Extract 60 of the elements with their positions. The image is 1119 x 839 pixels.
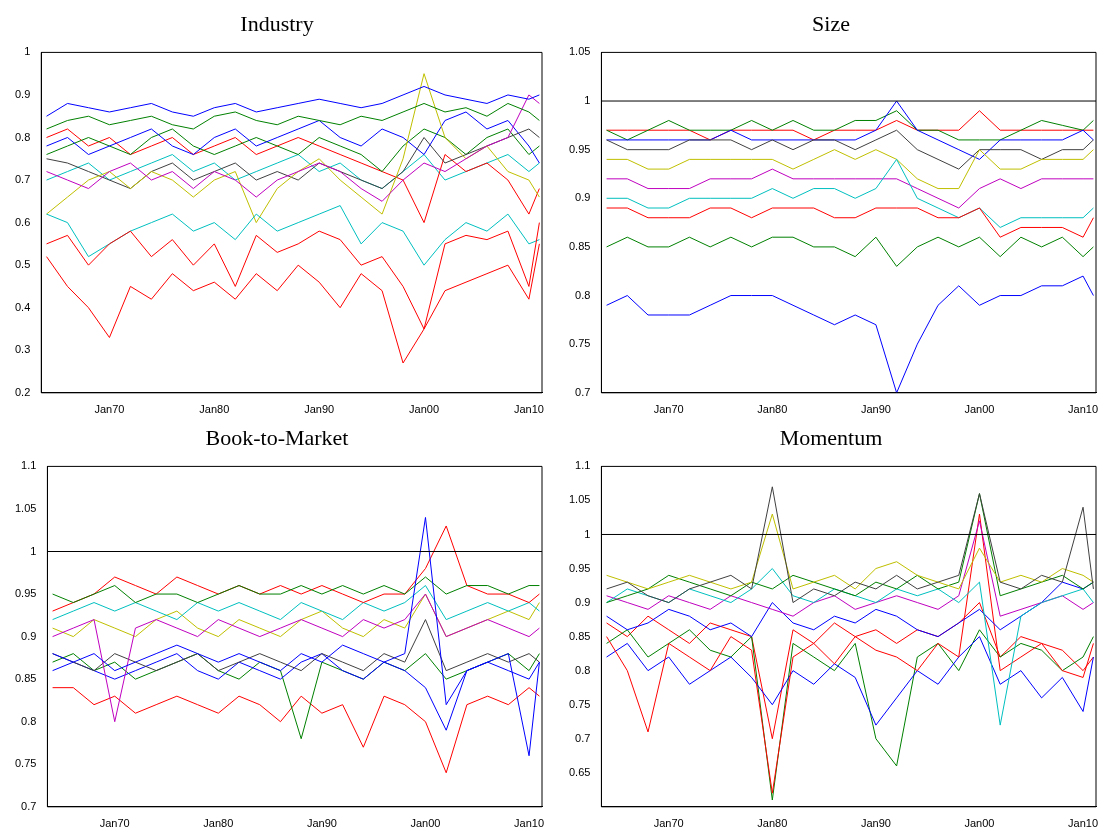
y-tick-label: 0.95 xyxy=(14,587,37,600)
y-tick-label: 0.85 xyxy=(568,239,591,252)
x-tick-label: Jan10 xyxy=(513,403,544,416)
y-tick-label: 0.75 xyxy=(568,337,591,350)
y-tick-label: 0.9 xyxy=(575,191,591,204)
y-tick-label: 0.75 xyxy=(14,757,37,770)
y-tick-label: 0.3 xyxy=(14,343,31,356)
y-tick-label: 1.05 xyxy=(14,501,37,514)
x-tick-label: Jan00 xyxy=(409,403,440,416)
y-tick-label: 0.8 xyxy=(21,714,37,727)
y-tick-label: 0.7 xyxy=(575,731,591,744)
y-tick-label: 0.95 xyxy=(568,142,591,155)
y-tick-label: 1.1 xyxy=(21,459,37,472)
y-tick-label: 0.8 xyxy=(14,130,31,143)
x-tick-label: Jan10 xyxy=(514,817,545,830)
x-tick-label: Jan80 xyxy=(199,403,230,416)
y-tick-label: 0.9 xyxy=(575,595,591,608)
x-tick-label: Jan80 xyxy=(757,817,788,830)
chart-title: Industry xyxy=(240,10,314,36)
x-tick-label: Jan90 xyxy=(304,403,335,416)
y-tick-label: 1 xyxy=(584,527,591,540)
y-tick-label: 0.9 xyxy=(14,87,31,100)
x-tick-label: Jan70 xyxy=(653,403,684,416)
y-tick-label: 0.85 xyxy=(568,629,591,642)
y-tick-label: 0.7 xyxy=(14,173,31,186)
y-tick-label: 0.5 xyxy=(14,258,31,271)
y-tick-label: 1 xyxy=(24,45,31,58)
y-tick-label: 1.1 xyxy=(575,459,591,472)
y-tick-label: 0.8 xyxy=(575,663,591,676)
y-tick-label: 0.95 xyxy=(568,561,591,574)
y-tick-label: 1.05 xyxy=(568,493,591,506)
y-tick-label: 0.2 xyxy=(14,385,31,398)
x-tick-label: Jan90 xyxy=(860,403,891,416)
x-tick-label: Jan70 xyxy=(94,403,125,416)
chart-title: Size xyxy=(812,10,850,36)
y-tick-label: 0.6 xyxy=(14,215,31,228)
y-tick-label: 0.9 xyxy=(21,629,37,642)
x-tick-label: Jan80 xyxy=(203,817,234,830)
y-tick-label: 1 xyxy=(584,94,591,107)
x-tick-label: Jan00 xyxy=(964,817,995,830)
x-tick-label: Jan10 xyxy=(1068,403,1099,416)
y-tick-label: 0.65 xyxy=(568,765,591,778)
y-tick-label: 0.8 xyxy=(575,288,591,301)
y-tick-label: 0.75 xyxy=(568,697,591,710)
x-tick-label: Jan70 xyxy=(99,817,130,830)
x-tick-label: Jan00 xyxy=(410,817,441,830)
x-tick-label: Jan80 xyxy=(757,403,788,416)
x-tick-label: Jan00 xyxy=(964,403,995,416)
x-tick-label: Jan90 xyxy=(860,817,891,830)
x-tick-label: Jan10 xyxy=(1068,817,1099,830)
y-tick-label: 0.7 xyxy=(575,385,591,398)
y-tick-label: 1 xyxy=(30,544,37,557)
chart-title: Book-to-Market xyxy=(205,424,349,450)
x-tick-label: Jan90 xyxy=(306,817,337,830)
y-tick-label: 0.4 xyxy=(14,300,31,313)
y-tick-label: 0.7 xyxy=(21,799,37,812)
chart-title: Momentum xyxy=(779,424,883,450)
y-tick-label: 1.05 xyxy=(568,45,591,58)
x-tick-label: Jan70 xyxy=(653,817,684,830)
y-tick-label: 0.85 xyxy=(14,672,37,685)
